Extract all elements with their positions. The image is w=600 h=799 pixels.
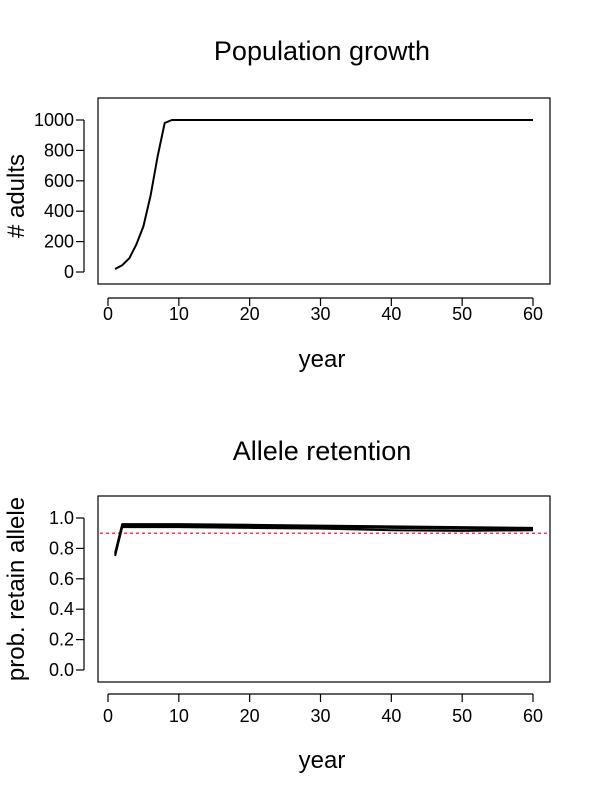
x-tick-label: 50: [452, 304, 472, 324]
y-tick-label: 1000: [34, 110, 74, 130]
y-tick-label: 600: [44, 171, 74, 191]
plot-frame: [97, 97, 551, 285]
x-tick-label: 10: [169, 706, 189, 726]
chart-title: Population growth: [214, 36, 430, 66]
x-tick-label: 60: [523, 706, 543, 726]
y-tick-label: 400: [44, 201, 74, 221]
x-axis-label: year: [299, 346, 346, 373]
x-tick-label: 50: [452, 706, 472, 726]
x-axis: 0 10 20 30 40 50 60: [103, 297, 543, 324]
series-line: [114, 119, 533, 270]
series-layer: [114, 523, 534, 557]
x-axis-label: year: [299, 747, 346, 774]
population-growth-chart: Population growth 0 10 20 30 40 50 60 0 200 400 6…: [3, 36, 551, 373]
y-axis: 0 200 400 600 800 1000: [34, 110, 85, 282]
y-axis-label: # adults: [3, 154, 30, 238]
y-tick-label: 800: [44, 140, 74, 160]
x-tick-label: 40: [381, 304, 401, 324]
y-axis-label: prob. retain allele: [3, 497, 30, 681]
series-line: [114, 523, 534, 554]
y-tick-label: 0.6: [49, 569, 74, 589]
y-tick-label: 0.4: [49, 599, 74, 619]
chart-title: Allele retention: [233, 436, 412, 466]
y-tick-label: 0.2: [49, 630, 74, 650]
x-tick-label: 40: [381, 706, 401, 726]
x-tick-label: 10: [169, 304, 189, 324]
y-tick-label: 0.0: [49, 660, 74, 680]
x-tick-label: 30: [310, 706, 330, 726]
y-tick-label: 1.0: [49, 508, 74, 528]
x-tick-label: 20: [240, 706, 260, 726]
x-tick-label: 20: [240, 304, 260, 324]
y-tick-label: 0.8: [49, 538, 74, 558]
x-tick-label: 0: [103, 706, 113, 726]
x-tick-label: 30: [310, 304, 330, 324]
y-tick-label: 200: [44, 232, 74, 252]
series-line: [114, 524, 534, 555]
plot-frame: [97, 495, 551, 683]
series-line: [114, 526, 534, 557]
allele-retention-chart: Allele retention 0 10 20 30 40 50 60 0.0 0.2 0.4…: [3, 436, 551, 774]
x-tick-label: 0: [103, 304, 113, 324]
x-tick-label: 60: [523, 304, 543, 324]
y-tick-label: 0: [64, 262, 74, 282]
y-axis: 0.0 0.2 0.4 0.6 0.8 1.0: [49, 508, 85, 680]
series-layer: [114, 119, 533, 270]
x-axis: 0 10 20 30 40 50 60: [103, 693, 543, 726]
